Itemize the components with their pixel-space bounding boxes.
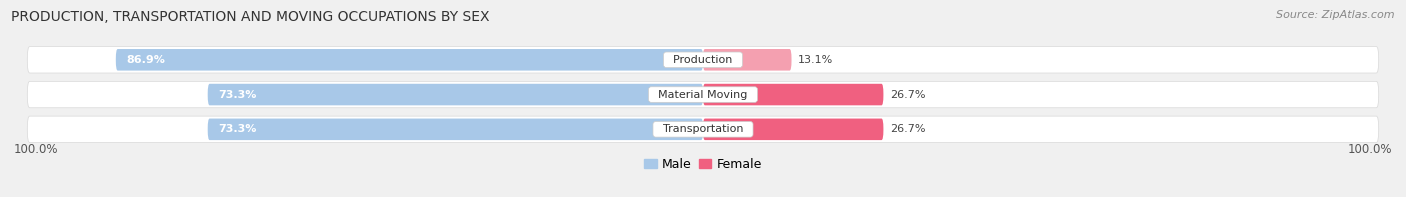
Text: Production: Production bbox=[666, 55, 740, 65]
FancyBboxPatch shape bbox=[703, 84, 883, 105]
Text: 73.3%: 73.3% bbox=[218, 90, 256, 99]
Text: Source: ZipAtlas.com: Source: ZipAtlas.com bbox=[1277, 10, 1395, 20]
FancyBboxPatch shape bbox=[208, 84, 703, 105]
Legend: Male, Female: Male, Female bbox=[641, 155, 765, 173]
Text: 26.7%: 26.7% bbox=[890, 124, 925, 134]
Text: 100.0%: 100.0% bbox=[1348, 143, 1392, 156]
FancyBboxPatch shape bbox=[703, 119, 883, 140]
Text: Material Moving: Material Moving bbox=[651, 90, 755, 99]
FancyBboxPatch shape bbox=[27, 81, 1379, 108]
FancyBboxPatch shape bbox=[115, 49, 703, 71]
FancyBboxPatch shape bbox=[208, 119, 703, 140]
Text: 26.7%: 26.7% bbox=[890, 90, 925, 99]
Text: 73.3%: 73.3% bbox=[218, 124, 256, 134]
Text: Transportation: Transportation bbox=[655, 124, 751, 134]
Text: 86.9%: 86.9% bbox=[127, 55, 165, 65]
FancyBboxPatch shape bbox=[27, 116, 1379, 143]
Text: PRODUCTION, TRANSPORTATION AND MOVING OCCUPATIONS BY SEX: PRODUCTION, TRANSPORTATION AND MOVING OC… bbox=[11, 10, 489, 24]
FancyBboxPatch shape bbox=[27, 46, 1379, 73]
FancyBboxPatch shape bbox=[703, 49, 792, 71]
Text: 13.1%: 13.1% bbox=[799, 55, 834, 65]
Text: 100.0%: 100.0% bbox=[14, 143, 58, 156]
